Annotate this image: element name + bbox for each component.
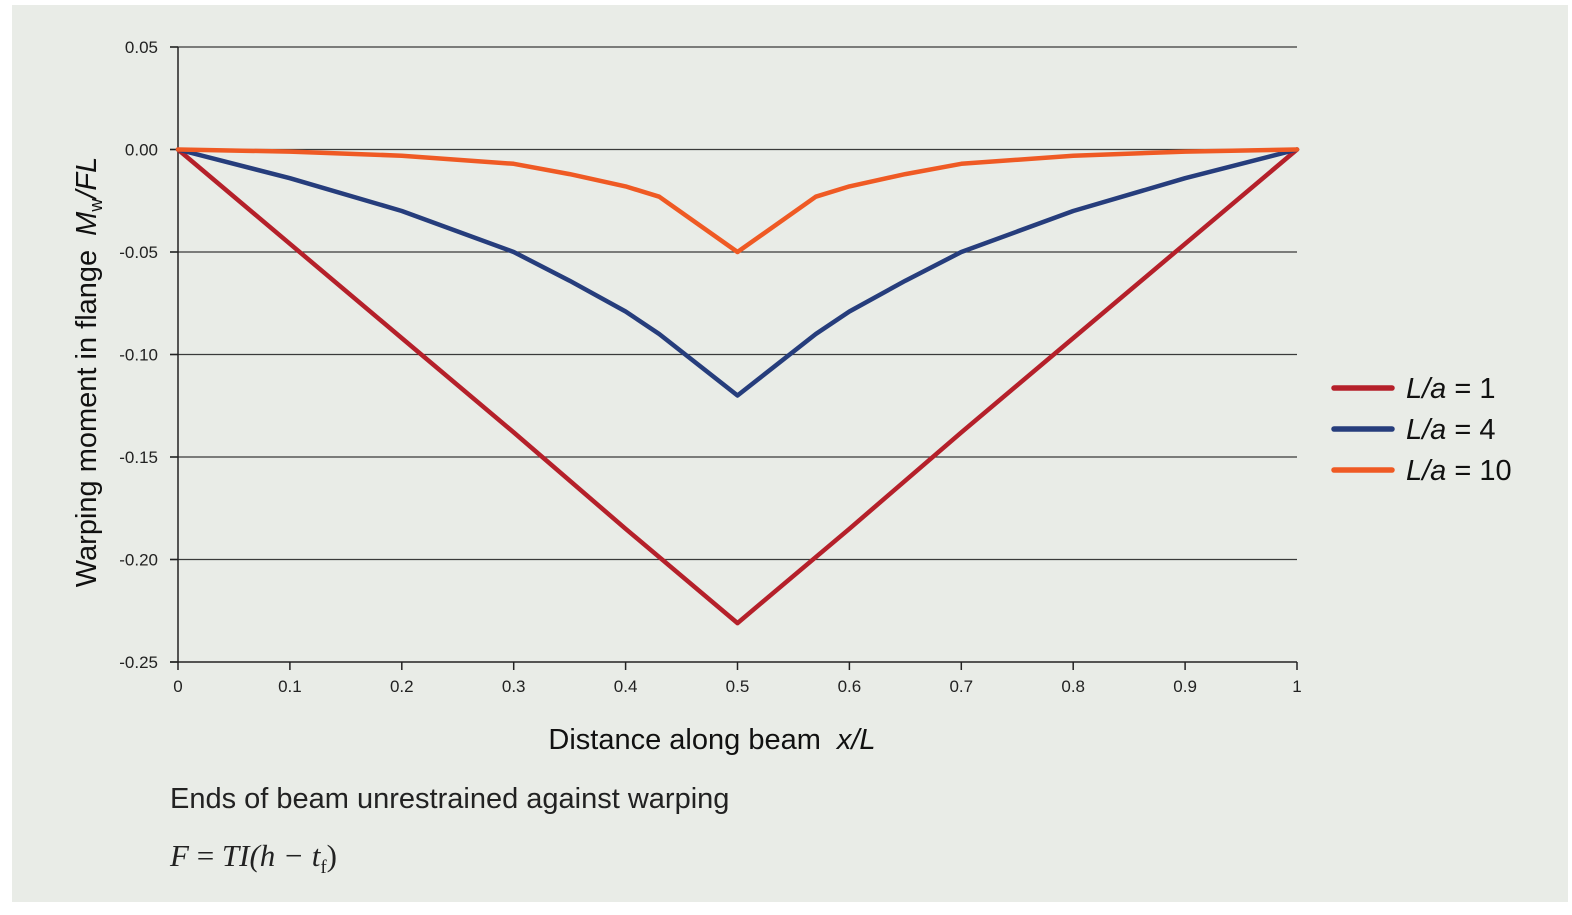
y-axis-title-text: Warping moment in flange (71, 250, 103, 587)
x-tick-label: 1 (1292, 677, 1301, 696)
caption: Ends of beam unrestrained against warpin… (170, 783, 730, 815)
series-lines (175, 147, 1300, 626)
legend-var: L/a (1406, 373, 1446, 405)
x-tick-label: 0.5 (726, 677, 750, 696)
grid-lines (170, 46, 1297, 561)
series-line-3 (175, 147, 1300, 255)
y-axis-title-sub: w (86, 198, 106, 213)
legend-var: L/a (1406, 414, 1446, 446)
legend-label-1: L/a = 1 (1406, 373, 1496, 405)
x-tick-label: 0 (173, 677, 182, 696)
formula-rhs: TI(h − t (221, 838, 321, 873)
x-tick-label: 0.7 (949, 677, 973, 696)
x-tick-label: 0.4 (614, 677, 638, 696)
legend-label-2: L/a = 4 (1406, 414, 1496, 446)
legend-label-3: L/a = 10 (1406, 455, 1512, 487)
x-tick-label: 0.9 (1173, 677, 1197, 696)
formula-sub: f (320, 857, 327, 879)
series-line-2 (175, 147, 1300, 398)
x-tick-label: 0.2 (390, 677, 414, 696)
y-tick-labels: 0.05 0.00 -0.05 -0.10 -0.15 -0.20 -0.25 (119, 38, 158, 672)
y-tick-label: 0.05 (125, 38, 158, 57)
y-tick-label: -0.20 (119, 551, 158, 570)
y-tick-label: -0.10 (119, 346, 158, 365)
x-tick-label: 0.3 (502, 677, 526, 696)
x-axis-title-var: x/L (835, 724, 876, 756)
legend-value: = 1 (1446, 373, 1495, 405)
x-tick-label: 0.8 (1061, 677, 1085, 696)
formula: F = TI(h − tf) (170, 838, 337, 879)
x-tick-label: 0.6 (838, 677, 862, 696)
legend-var: L/a (1406, 455, 1446, 487)
y-axis-title: Warping moment in flange Mw/FL (71, 157, 106, 588)
formula-lhs: F (170, 838, 189, 873)
x-axis-title-text: Distance along beam (548, 724, 820, 756)
legend-value: = 10 (1446, 455, 1511, 487)
y-tick-label: -0.25 (119, 653, 158, 672)
x-tick-label: 0.1 (278, 677, 302, 696)
chart-panel (12, 5, 1568, 902)
legend-value: = 4 (1446, 414, 1495, 446)
y-tick-label: -0.15 (119, 448, 158, 467)
x-axis-title: Distance along beam x/L (548, 724, 875, 756)
y-axis-title-var-rest: /FL (71, 157, 103, 201)
formula-eq: = (188, 838, 222, 873)
formula-close: ) (326, 838, 337, 873)
y-tick-label: 0.00 (125, 141, 158, 160)
y-axis-title-var: M (71, 211, 103, 236)
series-line-1 (175, 147, 1300, 626)
x-tick-labels: 0 0.1 0.2 0.3 0.4 0.5 0.6 0.7 0.8 0.9 1 (173, 677, 1301, 696)
axes (170, 46, 1298, 670)
y-tick-label: -0.05 (119, 243, 158, 262)
legend: L/a = 1L/a = 4L/a = 10 (1331, 373, 1512, 487)
